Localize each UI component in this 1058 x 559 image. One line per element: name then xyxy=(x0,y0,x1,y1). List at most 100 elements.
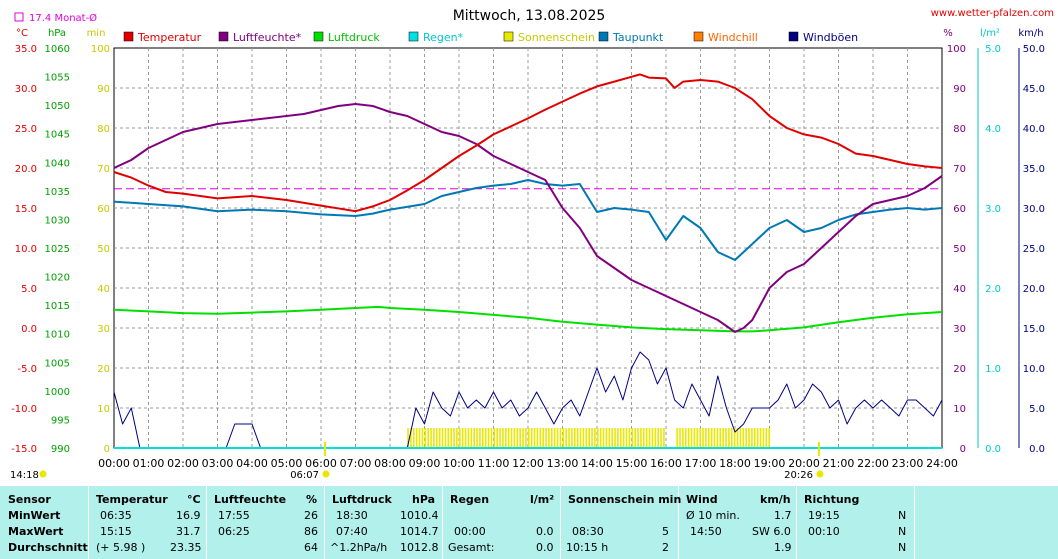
sunshine-bar xyxy=(682,428,684,448)
max-hum-time: 06:25 xyxy=(218,525,250,538)
sun-tick-label: 20 xyxy=(97,364,110,375)
pressure-tick-label: 1035 xyxy=(45,187,70,198)
sunshine-bar xyxy=(657,428,659,448)
sunshine-bar xyxy=(490,428,493,448)
sunshine-bar xyxy=(479,428,481,448)
sunshine-bar xyxy=(710,428,713,448)
sunshine-bar xyxy=(553,428,556,448)
rain-tick-label: 4.0 xyxy=(985,124,1001,135)
wind-tick-label: 10.0 xyxy=(1023,364,1045,375)
sunshine-bar xyxy=(687,428,690,448)
min-dir-value: N xyxy=(898,509,907,522)
temp-tick-label: 35.0 xyxy=(15,44,37,55)
x-tick-label: 20:00 xyxy=(788,457,820,470)
sunshine-bar xyxy=(599,428,602,448)
sunshine-bar xyxy=(705,428,707,448)
sun-tick-label: 90 xyxy=(97,84,110,95)
sunshine-bar xyxy=(421,428,424,448)
humidity-tick-label: 20 xyxy=(953,364,966,375)
sunshine-bar xyxy=(742,428,745,448)
sunshine-bar xyxy=(536,428,539,448)
x-tick-label: 07:00 xyxy=(340,457,372,470)
min-press-time: 18:30 xyxy=(336,509,368,522)
hdr-temp: Temperatur xyxy=(96,493,168,506)
sunshine-bar xyxy=(588,428,590,448)
sunshine-bar xyxy=(415,428,418,448)
max-wind-value: SW 6.0 xyxy=(752,525,791,538)
x-tick-label: 15:00 xyxy=(616,457,648,470)
humidity-tick-label: 80 xyxy=(953,124,966,135)
row-max-label: MaxWert xyxy=(8,525,64,538)
x-tick-label: 16:00 xyxy=(650,457,682,470)
row-avg-label: Durchschnitt xyxy=(8,541,88,554)
sunshine-bar xyxy=(702,428,704,448)
pressure-axis-unit: hPa xyxy=(48,28,66,39)
legend-label: Sonnenschein xyxy=(518,31,595,44)
sunshine-bar xyxy=(597,428,599,448)
avg-rain-value: 0.0 xyxy=(536,541,554,554)
sunshine-bar xyxy=(733,428,736,448)
sunshine-bar xyxy=(441,428,444,448)
sunshine-bar xyxy=(730,428,733,448)
min-temp-time: 06:35 xyxy=(100,509,132,522)
sunshine-bar xyxy=(765,428,768,448)
sunshine-bar xyxy=(751,428,753,448)
sunshine-bar xyxy=(410,428,412,448)
humidity-tick-label: 70 xyxy=(953,164,966,175)
hdr-hum-unit: % xyxy=(306,493,318,506)
pressure-tick-label: 1020 xyxy=(45,273,70,284)
sunshine-bar xyxy=(736,428,739,448)
sun-tick-label: 30 xyxy=(97,324,110,335)
min-hum-value: 26 xyxy=(304,509,318,522)
sunshine-bar xyxy=(413,428,415,448)
sunshine-bar xyxy=(464,428,467,448)
sunset-time: 20:26 xyxy=(784,470,813,481)
sunshine-bar xyxy=(516,428,519,448)
pressure-tick-label: 1010 xyxy=(45,330,70,341)
legend-label: Taupunkt xyxy=(612,31,664,44)
sunshine-bar xyxy=(643,428,645,448)
sunshine-bar xyxy=(716,428,719,448)
sunshine-bar xyxy=(482,428,484,448)
temp-tick-label: 5.0 xyxy=(21,284,37,295)
sunshine-bar xyxy=(759,428,762,448)
sunshine-bar xyxy=(728,428,730,448)
sunshine-bar xyxy=(574,428,576,448)
legend-swatch xyxy=(408,31,419,42)
humidity-tick-label: 10 xyxy=(953,404,966,415)
sun-tick-label: 60 xyxy=(97,204,110,215)
sunshine-bar xyxy=(663,428,665,448)
site-url: www.wetter-pfalzen.com xyxy=(931,8,1054,19)
x-tick-label: 08:00 xyxy=(374,457,406,470)
temp-tick-label: -15.0 xyxy=(11,444,37,455)
sunshine-bar xyxy=(438,428,441,448)
max-sun-time: 08:30 xyxy=(572,525,604,538)
x-tick-label: 17:00 xyxy=(685,457,717,470)
x-tick-label: 12:00 xyxy=(512,457,544,470)
sunshine-bar xyxy=(617,428,619,448)
avg-temp-trend: (+ 5.98 ) xyxy=(96,541,146,554)
wind-tick-label: 35.0 xyxy=(1023,164,1045,175)
sunshine-bar xyxy=(436,428,438,448)
x-tick-label: 21:00 xyxy=(823,457,855,470)
sunshine-bar xyxy=(565,428,567,448)
sunshine-bar xyxy=(407,428,409,448)
legend-label: Temperatur xyxy=(137,31,202,44)
sunshine-bar xyxy=(753,428,756,448)
sunshine-bar xyxy=(533,428,536,448)
max-temp-value: 31.7 xyxy=(176,525,201,538)
legend-swatch xyxy=(598,31,609,42)
sunshine-bar xyxy=(654,428,657,448)
sunshine-bar xyxy=(622,428,625,448)
pressure-tick-label: 995 xyxy=(51,415,70,426)
sunshine-bar xyxy=(594,428,596,448)
wind-tick-label: 0.0 xyxy=(1029,444,1045,455)
sunshine-bar xyxy=(713,428,716,448)
x-tick-label: 14:00 xyxy=(581,457,613,470)
sunshine-bar xyxy=(722,428,724,448)
x-tick-label: 11:00 xyxy=(478,457,510,470)
temp-tick-label: 25.0 xyxy=(15,124,37,135)
moon-time: 14:18 xyxy=(10,470,39,481)
sunshine-bar xyxy=(628,428,631,448)
wind-tick-label: 25.0 xyxy=(1023,244,1045,255)
